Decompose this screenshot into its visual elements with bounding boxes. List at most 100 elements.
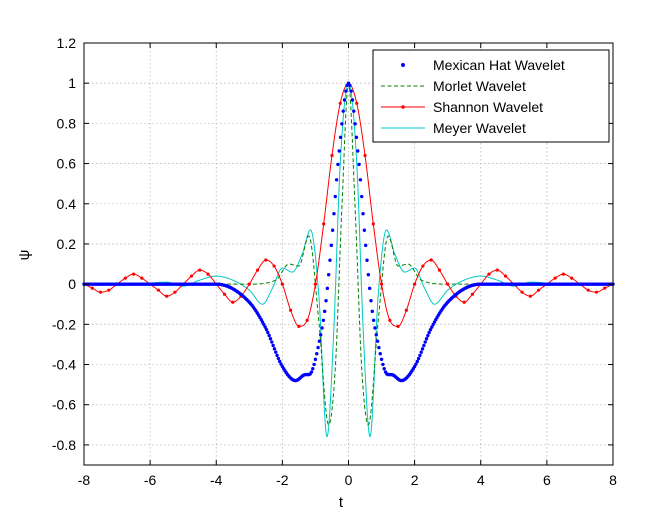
mexican-hat-point bbox=[263, 325, 267, 329]
shannon-marker bbox=[470, 292, 475, 296]
legend-label: Meyer Wavelet bbox=[433, 120, 526, 136]
shannon-marker bbox=[247, 282, 251, 286]
series-mexican-hat bbox=[82, 81, 615, 383]
mexican-hat-point bbox=[361, 212, 365, 216]
shannon-marker bbox=[495, 268, 499, 272]
shannon-marker bbox=[173, 290, 177, 294]
mexican-hat-point bbox=[350, 98, 355, 102]
shannon-marker bbox=[586, 288, 590, 292]
x-tick-label: 2 bbox=[411, 472, 419, 488]
mexican-hat-point bbox=[349, 89, 353, 93]
mexican-hat-point bbox=[418, 353, 422, 358]
mexican-hat-point bbox=[315, 352, 319, 356]
legend: Mexican Hat Wavelet Morlet Wavelet Shannon… bbox=[372, 49, 610, 143]
mexican-hat-point bbox=[270, 340, 274, 344]
mexican-hat-point bbox=[414, 362, 418, 366]
mexican-hat-point bbox=[426, 333, 430, 338]
shannon-marker bbox=[297, 324, 301, 328]
mexican-hat-point bbox=[363, 243, 368, 248]
mexican-hat-point bbox=[416, 356, 421, 361]
mexican-hat-point bbox=[324, 298, 328, 303]
mexican-hat-point bbox=[323, 309, 327, 314]
shannon-marker bbox=[305, 318, 309, 322]
mexican-hat-point bbox=[430, 325, 434, 329]
mexican-hat-point bbox=[422, 343, 426, 348]
mexican-hat-point bbox=[328, 258, 332, 262]
mexican-hat-point bbox=[424, 337, 429, 341]
series-layer bbox=[82, 81, 615, 438]
mexican-hat-point bbox=[423, 340, 427, 344]
shannon-marker bbox=[231, 300, 235, 304]
y-tick-label: -0.8 bbox=[52, 437, 76, 453]
x-tick-label: -2 bbox=[276, 472, 289, 488]
mexican-hat-point bbox=[312, 362, 316, 367]
mexican-hat-point bbox=[316, 345, 320, 350]
mexican-hat-point bbox=[428, 327, 433, 332]
shannon-marker bbox=[206, 272, 210, 276]
y-tick-label: 0.2 bbox=[57, 236, 77, 252]
mexican-hat-point bbox=[271, 343, 275, 348]
mexican-hat-point bbox=[319, 333, 323, 337]
shannon-marker bbox=[189, 274, 194, 278]
mexican-hat-point bbox=[374, 333, 378, 337]
legend-label: Shannon Wavelet bbox=[433, 99, 543, 115]
legend-swatch-mexican-hat bbox=[401, 63, 405, 67]
mexican-hat-point bbox=[420, 347, 425, 351]
mexican-hat-point bbox=[369, 298, 373, 303]
mexican-hat-point bbox=[264, 327, 269, 332]
y-tick-label: -0.6 bbox=[52, 397, 76, 413]
shannon-marker bbox=[322, 222, 326, 226]
mexican-hat-point bbox=[276, 356, 281, 361]
mexican-hat-point bbox=[382, 367, 386, 371]
mexican-hat-point bbox=[427, 330, 431, 335]
mexican-hat-point bbox=[344, 89, 348, 93]
axis-ticks: -8 -6 -4 -2 0 2 4 6 8 -0.8 -0.6 -0.4 -0.2 0 0.2 0.4 0.6 0… bbox=[52, 35, 617, 488]
mexican-hat-point bbox=[334, 178, 339, 182]
shannon-marker bbox=[462, 300, 466, 304]
shannon-marker bbox=[280, 282, 284, 286]
shannon-marker bbox=[379, 282, 384, 286]
mexican-hat-point bbox=[366, 273, 371, 277]
shannon-marker bbox=[429, 258, 433, 262]
legend-box bbox=[372, 49, 610, 143]
shannon-marker bbox=[553, 276, 557, 280]
mexican-hat-point bbox=[274, 350, 278, 354]
shannon-marker bbox=[140, 276, 144, 280]
shannon-marker bbox=[594, 290, 599, 294]
shannon-marker bbox=[371, 222, 375, 226]
mexican-hat-point bbox=[377, 345, 381, 350]
shannon-marker bbox=[123, 276, 127, 280]
shannon-marker bbox=[446, 282, 450, 286]
shannon-marker bbox=[421, 264, 425, 268]
mexican-hat-point bbox=[268, 337, 273, 341]
mexican-hat-point bbox=[267, 333, 271, 338]
x-tick-label: 6 bbox=[543, 472, 551, 488]
mexican-hat-point bbox=[266, 330, 270, 335]
shannon-marker bbox=[90, 286, 94, 290]
shannon-marker bbox=[330, 153, 334, 158]
y-tick-label: -0.4 bbox=[52, 357, 76, 373]
mexican-hat-point bbox=[325, 286, 330, 291]
legend-label: Mexican Hat Wavelet bbox=[433, 57, 565, 73]
shannon-marker bbox=[561, 272, 566, 276]
mexican-hat-point bbox=[309, 370, 314, 374]
y-axis-label: ψ bbox=[16, 250, 33, 261]
mexican-hat-point bbox=[320, 326, 324, 330]
mexican-hat-point bbox=[419, 350, 423, 354]
mexican-hat-point bbox=[340, 122, 344, 126]
mexican-hat-point bbox=[311, 367, 315, 371]
mexican-hat-point bbox=[317, 339, 322, 343]
shannon-marker bbox=[289, 308, 293, 312]
mexican-hat-point bbox=[275, 353, 279, 358]
mexican-hat-point bbox=[348, 83, 352, 88]
mexican-hat-point bbox=[365, 258, 369, 262]
mexican-hat-point bbox=[354, 135, 359, 140]
mexican-hat-point bbox=[370, 309, 375, 314]
mexican-hat-point bbox=[375, 339, 380, 343]
shannon-marker bbox=[437, 268, 442, 272]
mexican-hat-point bbox=[262, 322, 266, 327]
shannon-marker bbox=[413, 282, 417, 286]
shannon-marker bbox=[255, 268, 260, 272]
y-tick-label: 1 bbox=[68, 75, 76, 91]
